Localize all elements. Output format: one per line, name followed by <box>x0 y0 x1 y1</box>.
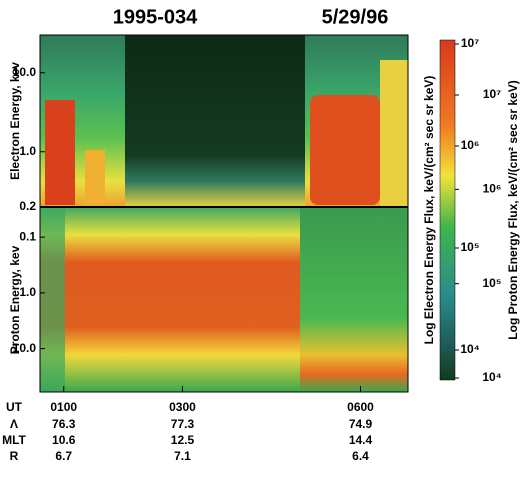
colorbar-tick-label: 10⁵ <box>483 276 502 290</box>
y-tick-label: 0.1 <box>19 229 36 243</box>
colorbar-tick-label: 10⁴ <box>482 370 501 384</box>
x-tick-label: 0600 <box>347 400 374 414</box>
ephemeris-label: Λ <box>10 417 18 431</box>
y-axis-label: Proton Energy, kev <box>8 245 22 354</box>
ephemeris-label: MLT <box>2 433 26 447</box>
spectrogram-image <box>39 34 456 393</box>
colorbar-label: Log Electron Energy Flux, keV/(cm² sec s… <box>422 76 436 345</box>
colorbar-label: Log Proton Energy Flux, keV/(cm² sec sr … <box>506 80 520 339</box>
ephemeris-value: 74.9 <box>349 417 373 431</box>
chart-title: 1995-034 <box>113 6 198 28</box>
ephemeris-value: 7.1 <box>174 449 191 463</box>
colorbar-tick-label: 10⁴ <box>460 342 479 356</box>
y-tick-label: 0.2 <box>19 199 36 213</box>
ephemeris-value: 6.7 <box>55 449 72 463</box>
ephemeris-value: 14.4 <box>349 433 373 447</box>
x-tick-label: 0300 <box>169 400 196 414</box>
ephemeris-value: 6.4 <box>352 449 369 463</box>
ephemeris-value: 10.6 <box>52 433 76 447</box>
x-tick-label: 0100 <box>50 400 77 414</box>
colorbar-tick-label: 10⁵ <box>461 240 480 254</box>
colorbar-tick-label: 10⁷ <box>483 87 501 101</box>
ephemeris-value: 12.5 <box>171 433 195 447</box>
y-tick-label: 1.0 <box>19 285 36 299</box>
y-tick-label: 1.0 <box>19 144 36 158</box>
y-tick-label: 10.0 <box>13 341 37 355</box>
ephemeris-value: 77.3 <box>171 417 195 431</box>
colorbar-tick-label: 10⁶ <box>483 182 502 196</box>
ephemeris-label: R <box>10 449 19 463</box>
colorbar-tick-label: 10⁶ <box>461 138 480 152</box>
y-tick-label: 10.0 <box>13 65 37 79</box>
y-axis-label: Electron Energy, kev <box>8 62 22 180</box>
x-axis-label: UT <box>6 400 23 414</box>
ephemeris-value: 76.3 <box>52 417 76 431</box>
chart-subtitle: 5/29/96 <box>322 6 389 28</box>
colorbar-tick-label: 10⁷ <box>461 36 479 50</box>
